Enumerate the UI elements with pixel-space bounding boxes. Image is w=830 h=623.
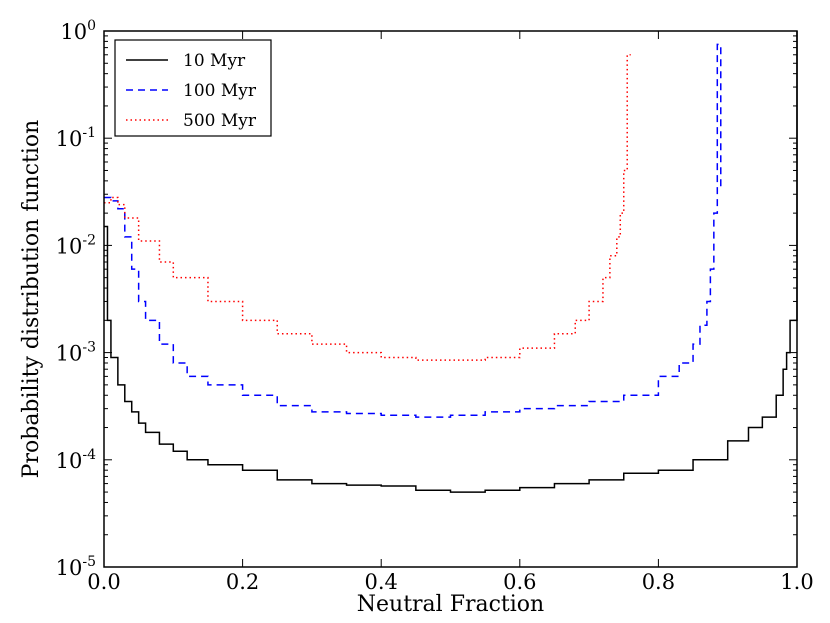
y-tick-label: 10-4 bbox=[56, 447, 96, 473]
x-tick-label: 0.8 bbox=[642, 570, 675, 594]
axis-ticks: 0.0 0.2 0.4 0.6 0.8 1.0 10-5 10-4 10-3 10-2 10-1 10… bbox=[56, 18, 814, 594]
y-tick-label: 10-2 bbox=[56, 232, 96, 258]
x-tick-label: 0.2 bbox=[226, 570, 259, 594]
y-tick-label: 10-1 bbox=[56, 125, 96, 151]
y-tick-label: 10-5 bbox=[56, 554, 96, 580]
x-tick-label: 0.4 bbox=[364, 570, 397, 594]
legend-label-500-myr: 500 Myr bbox=[183, 111, 257, 131]
y-axis-label: Probability distribution function bbox=[19, 120, 44, 479]
legend: 10 Myr 100 Myr 500 Myr bbox=[114, 39, 272, 137]
series-line-10-myr bbox=[104, 31, 798, 493]
plot-area bbox=[104, 31, 798, 493]
y-tick-label: 100 bbox=[60, 18, 96, 44]
legend-label-100-myr: 100 Myr bbox=[183, 81, 257, 101]
axes-frame bbox=[103, 30, 798, 568]
x-tick-label: 1.0 bbox=[780, 570, 813, 594]
series-line-500-myr bbox=[104, 54, 631, 361]
x-axis-label: Neutral Fraction bbox=[357, 592, 544, 617]
series-line-100-myr bbox=[104, 43, 725, 418]
x-tick-label: 0.6 bbox=[503, 570, 536, 594]
legend-label-10-myr: 10 Myr bbox=[183, 51, 246, 71]
x-tick-label: 0.0 bbox=[87, 570, 120, 594]
y-tick-label: 10-3 bbox=[56, 340, 96, 366]
